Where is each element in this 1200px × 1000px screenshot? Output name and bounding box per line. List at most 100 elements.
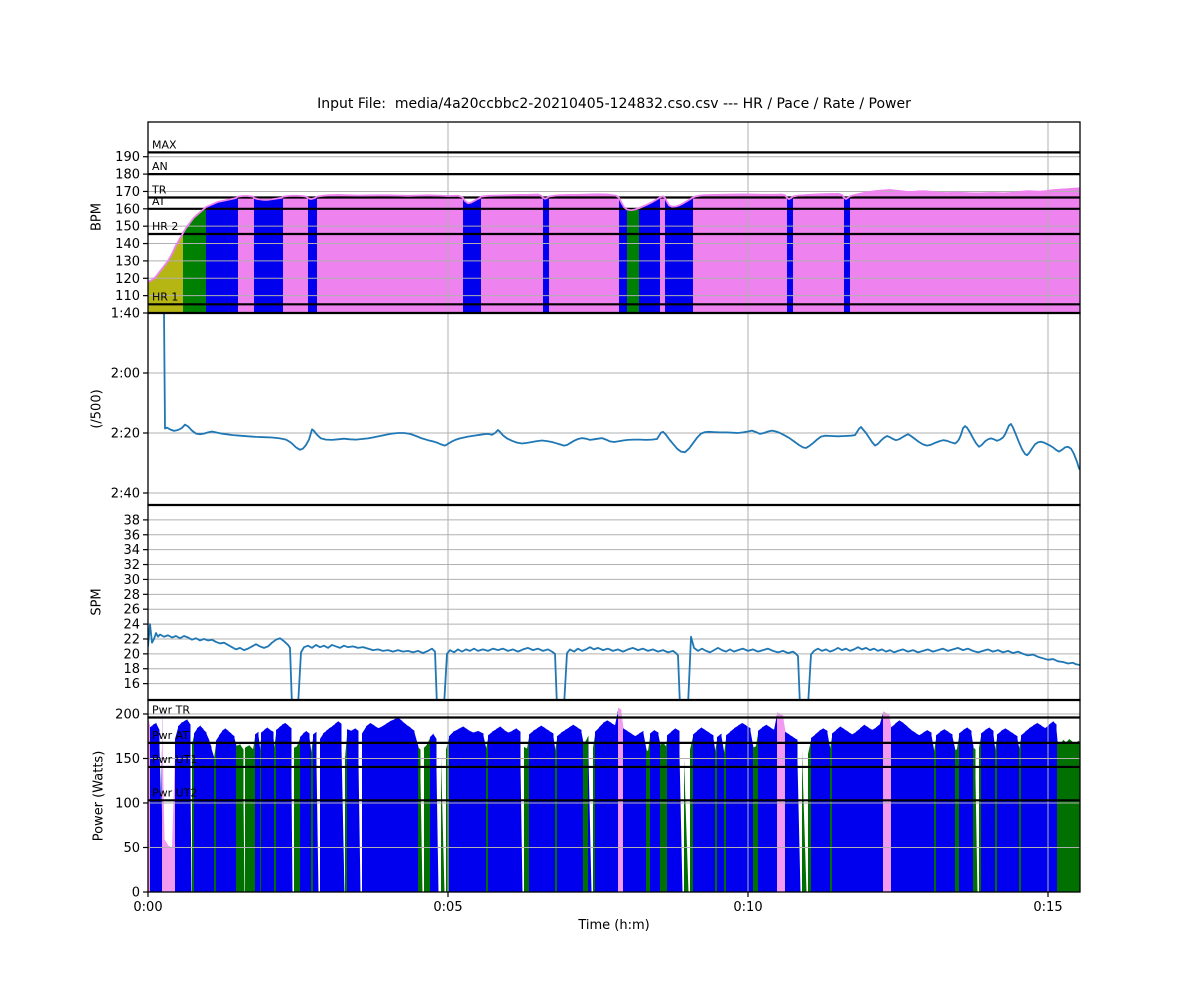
y-tick-label: 180	[115, 168, 140, 183]
hr-zone-area	[1004, 193, 1011, 313]
power-area	[713, 735, 716, 892]
hr-zone-area	[773, 194, 783, 313]
power-area	[335, 721, 339, 892]
power-area	[646, 749, 649, 892]
power-area	[468, 729, 474, 892]
power-area	[927, 729, 932, 892]
power-area	[168, 845, 173, 892]
power-area	[777, 712, 781, 892]
power-area	[549, 730, 554, 892]
power-area	[311, 734, 314, 892]
power-area	[362, 726, 367, 892]
hr-zone-area	[1058, 189, 1065, 313]
hr-zone-area	[180, 233, 184, 313]
power-area	[957, 733, 960, 892]
power-area	[332, 723, 336, 892]
hr-zone-area	[798, 194, 809, 313]
hr-zone-area	[733, 194, 744, 313]
power-area	[738, 722, 743, 892]
power-area	[690, 734, 694, 892]
power-area	[876, 723, 881, 892]
power-area	[623, 728, 628, 892]
hr-zone-area	[311, 198, 316, 313]
hr-zone-area	[238, 195, 244, 313]
power-area	[907, 726, 912, 892]
power-area	[1045, 724, 1050, 892]
hr-zone-area	[968, 193, 975, 313]
y-tick-label: 140	[115, 237, 140, 252]
power-area	[541, 725, 546, 892]
power-area	[793, 737, 798, 892]
hr-zone-area	[156, 271, 161, 313]
power-area	[940, 729, 945, 892]
hr-zone-area	[920, 191, 927, 313]
power-area	[785, 731, 790, 892]
y-tick-label: 30	[123, 573, 140, 588]
hr-zone-area	[950, 192, 957, 313]
hr-zone-area	[680, 202, 685, 313]
y-tick-label: 0	[132, 886, 140, 901]
power-area	[975, 749, 978, 892]
y-tick-label: 2:40	[111, 487, 140, 502]
power-area	[345, 729, 348, 892]
hr-zone-area	[608, 194, 617, 313]
power-area	[663, 742, 667, 892]
power-area	[679, 730, 683, 892]
power-area	[228, 730, 232, 892]
y-tick-label: 160	[115, 202, 140, 217]
zone-label: Pwr TR	[152, 704, 190, 717]
y-tick-label: 150	[115, 220, 140, 235]
zone-label: AN	[152, 160, 168, 173]
power-area	[936, 731, 941, 892]
hr-zone-area	[1010, 192, 1017, 313]
zone-label: HR 1	[152, 290, 178, 303]
power-area	[654, 729, 659, 892]
power-area	[351, 728, 356, 892]
hr-zone-area	[703, 194, 714, 313]
y-tick-label: 28	[123, 588, 140, 603]
power-area	[255, 731, 259, 892]
power-area	[291, 728, 293, 892]
power-area	[819, 728, 824, 892]
power-area	[243, 749, 245, 892]
power-area	[573, 724, 578, 892]
hr-zone-area	[896, 190, 903, 313]
hr-zone-area	[793, 195, 799, 313]
power-area	[823, 728, 828, 892]
power-area	[726, 731, 731, 892]
hr-zone-area	[676, 204, 681, 313]
power-area	[288, 725, 292, 892]
power-area	[852, 731, 857, 892]
power-area	[864, 724, 869, 892]
hr-zone-area	[338, 194, 349, 313]
hr-zone-area	[1075, 188, 1080, 313]
power-area	[593, 731, 596, 892]
power-area	[192, 733, 195, 892]
hr-zone-area	[818, 194, 829, 313]
power-area	[483, 733, 487, 892]
hr-zone-area	[868, 191, 874, 313]
power-area	[832, 729, 837, 892]
power-area	[316, 731, 319, 892]
power-area	[427, 737, 431, 892]
power-area	[209, 740, 212, 892]
power-area	[414, 730, 419, 892]
power-area	[529, 730, 534, 892]
hr-zone-area	[475, 198, 479, 313]
power-area	[963, 727, 968, 892]
hr-zone-area	[528, 194, 539, 313]
power-area	[175, 726, 179, 892]
power-area	[675, 728, 680, 892]
hr-zone-area	[263, 199, 269, 313]
hr-zone-area	[684, 200, 689, 313]
hr-zone-area	[1016, 191, 1023, 313]
hr-zone-area	[763, 194, 774, 313]
power-area	[309, 733, 312, 892]
y-tick-label: 24	[123, 618, 140, 633]
hr-zone-area	[598, 194, 609, 313]
power-area	[643, 730, 647, 892]
power-area	[635, 733, 640, 892]
hr-zone-area	[233, 198, 237, 313]
hr-zone-area	[791, 196, 794, 313]
hr-zone-area	[1040, 191, 1047, 313]
